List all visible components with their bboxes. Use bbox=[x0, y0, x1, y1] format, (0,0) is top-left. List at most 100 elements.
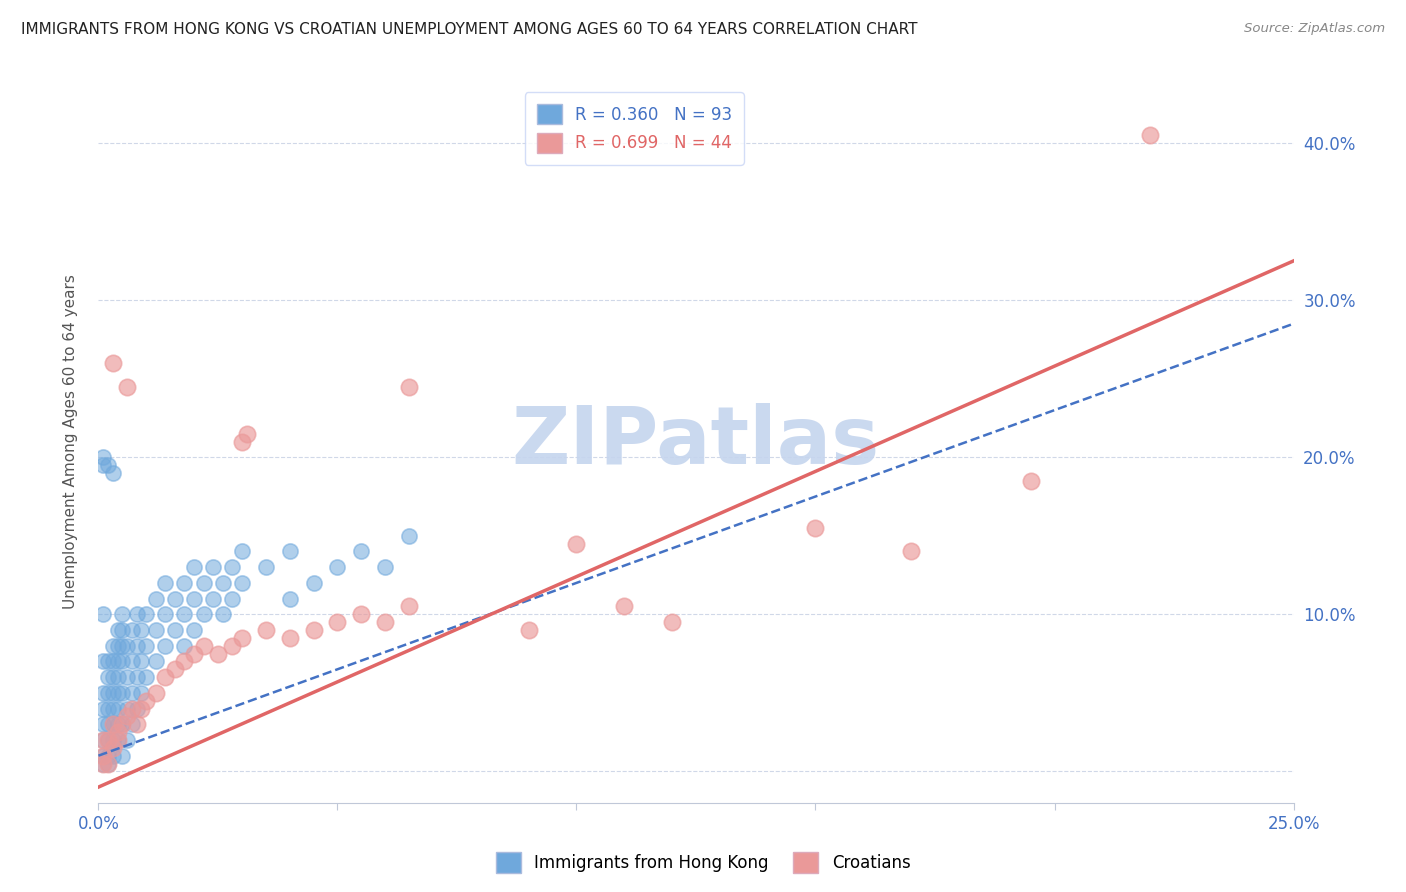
Point bbox=[155, 607, 177, 622]
Point bbox=[173, 655, 195, 669]
Point bbox=[145, 655, 167, 669]
Point bbox=[107, 655, 129, 669]
Point bbox=[111, 717, 134, 731]
Point bbox=[91, 748, 114, 763]
Point bbox=[101, 717, 124, 731]
Point bbox=[121, 655, 143, 669]
Point bbox=[613, 599, 636, 614]
Text: Source: ZipAtlas.com: Source: ZipAtlas.com bbox=[1244, 22, 1385, 36]
Point bbox=[183, 560, 205, 574]
Point bbox=[155, 670, 177, 684]
Point bbox=[107, 717, 129, 731]
Point bbox=[193, 575, 215, 590]
Point bbox=[101, 717, 124, 731]
Point bbox=[121, 717, 143, 731]
Point bbox=[97, 686, 120, 700]
Point bbox=[155, 575, 177, 590]
Point bbox=[125, 607, 148, 622]
Point bbox=[91, 655, 114, 669]
Point bbox=[131, 686, 153, 700]
Point bbox=[193, 607, 215, 622]
Point bbox=[202, 560, 225, 574]
Y-axis label: Unemployment Among Ages 60 to 64 years: Unemployment Among Ages 60 to 64 years bbox=[63, 274, 77, 609]
Point bbox=[107, 725, 129, 739]
Point bbox=[326, 560, 349, 574]
Point bbox=[221, 560, 243, 574]
Point bbox=[91, 733, 114, 747]
Point bbox=[97, 748, 120, 763]
Point bbox=[231, 544, 253, 558]
Point bbox=[91, 748, 114, 763]
Point bbox=[302, 575, 325, 590]
Point bbox=[101, 701, 124, 715]
Point bbox=[302, 623, 325, 637]
Point bbox=[121, 686, 143, 700]
Point bbox=[97, 701, 120, 715]
Point bbox=[107, 639, 129, 653]
Point bbox=[101, 655, 124, 669]
Point bbox=[183, 647, 205, 661]
Point bbox=[111, 717, 134, 731]
Point bbox=[398, 379, 420, 393]
Point bbox=[131, 655, 153, 669]
Point bbox=[211, 607, 233, 622]
Point bbox=[121, 623, 143, 637]
Point bbox=[91, 756, 114, 771]
Point bbox=[115, 733, 138, 747]
Point bbox=[107, 623, 129, 637]
Point bbox=[91, 458, 114, 472]
Point bbox=[278, 591, 301, 606]
Point bbox=[91, 450, 114, 465]
Point bbox=[91, 717, 114, 731]
Point bbox=[254, 560, 277, 574]
Point bbox=[101, 733, 124, 747]
Point bbox=[111, 639, 134, 653]
Point bbox=[115, 701, 138, 715]
Legend: R = 0.360   N = 93, R = 0.699   N = 44: R = 0.360 N = 93, R = 0.699 N = 44 bbox=[524, 92, 744, 164]
Point bbox=[111, 748, 134, 763]
Point bbox=[115, 379, 138, 393]
Point bbox=[135, 639, 157, 653]
Point bbox=[107, 733, 129, 747]
Point bbox=[111, 607, 134, 622]
Point bbox=[202, 591, 225, 606]
Point bbox=[183, 623, 205, 637]
Point bbox=[107, 686, 129, 700]
Point bbox=[97, 756, 120, 771]
Point bbox=[101, 740, 124, 755]
Point bbox=[107, 670, 129, 684]
Point bbox=[374, 615, 396, 630]
Point bbox=[97, 733, 120, 747]
Point bbox=[163, 662, 186, 676]
Point bbox=[398, 599, 420, 614]
Point bbox=[101, 748, 124, 763]
Point bbox=[207, 647, 229, 661]
Point bbox=[101, 466, 124, 480]
Point bbox=[91, 701, 114, 715]
Point bbox=[565, 536, 588, 550]
Point bbox=[111, 686, 134, 700]
Point bbox=[231, 631, 253, 645]
Point bbox=[145, 623, 167, 637]
Point bbox=[125, 670, 148, 684]
Point bbox=[231, 434, 253, 449]
Point bbox=[101, 356, 124, 370]
Point bbox=[107, 733, 129, 747]
Point bbox=[235, 426, 257, 441]
Point bbox=[131, 701, 153, 715]
Point bbox=[91, 607, 114, 622]
Point bbox=[111, 623, 134, 637]
Point bbox=[254, 623, 277, 637]
Point bbox=[107, 701, 129, 715]
Point bbox=[101, 639, 124, 653]
Point bbox=[278, 631, 301, 645]
Point bbox=[115, 670, 138, 684]
Point bbox=[131, 623, 153, 637]
Point bbox=[97, 717, 120, 731]
Point bbox=[115, 639, 138, 653]
Point bbox=[350, 607, 373, 622]
Point bbox=[135, 670, 157, 684]
Point bbox=[101, 670, 124, 684]
Point bbox=[91, 756, 114, 771]
Point bbox=[91, 733, 114, 747]
